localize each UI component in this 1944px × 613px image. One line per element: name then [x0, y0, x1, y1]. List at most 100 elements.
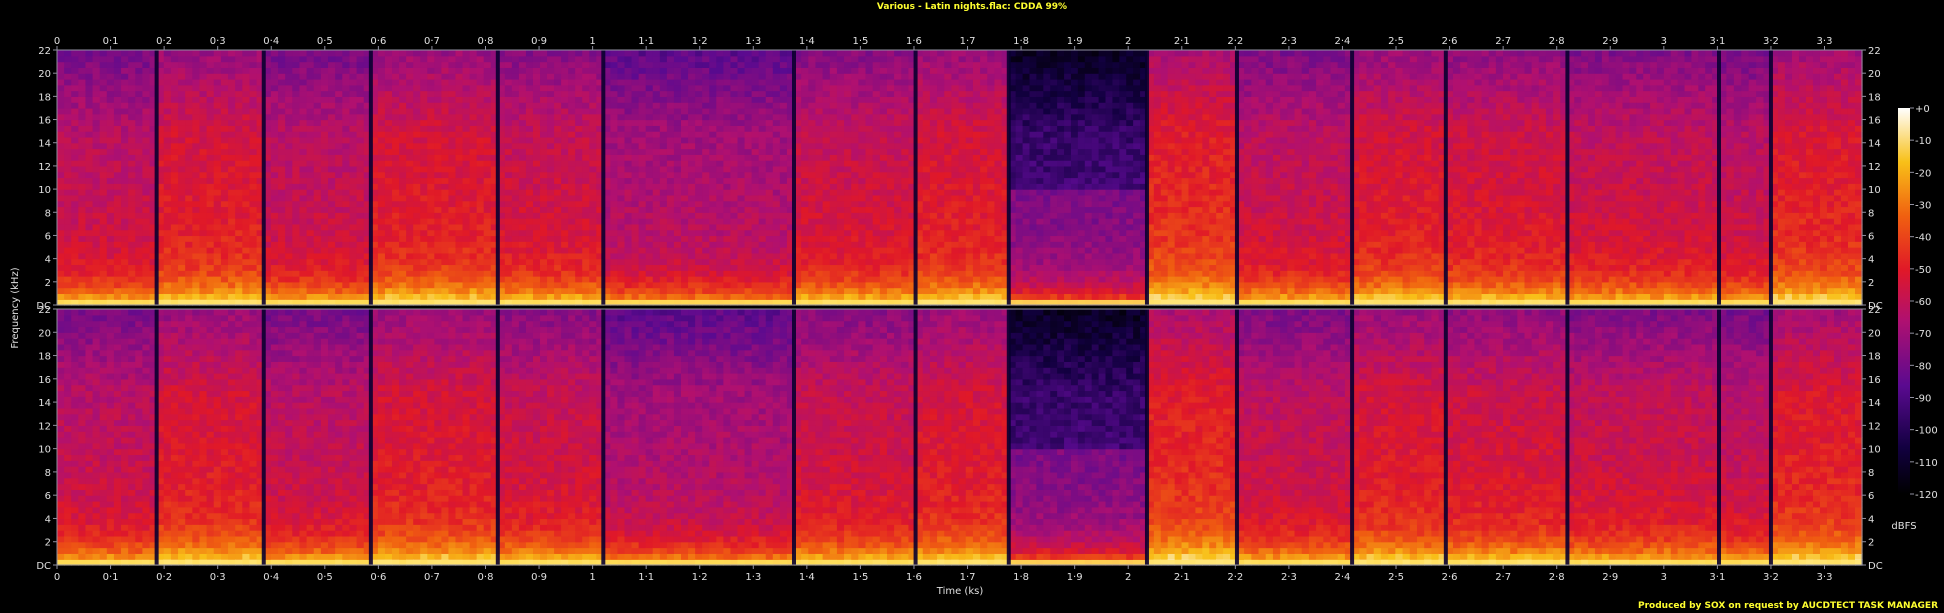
- spectrogram-cell: [149, 218, 158, 225]
- spectrogram-cell: [406, 78, 414, 86]
- spectrogram-cell: [758, 131, 767, 138]
- spectrogram-cell: [363, 252, 372, 260]
- spectrogram-cell: [441, 189, 450, 196]
- spectrogram-cell: [617, 206, 626, 213]
- spectrogram-cell: [681, 276, 689, 283]
- spectrogram-cell: [702, 212, 710, 219]
- spectrogram-cell: [392, 177, 400, 184]
- spectrogram-cell: [695, 102, 703, 109]
- spectrogram-cell: [469, 183, 478, 190]
- spectrogram-cell: [113, 281, 122, 289]
- spectrogram-cell: [178, 241, 186, 248]
- spectrogram-cell: [617, 119, 626, 126]
- spectrogram-cell: [603, 154, 611, 161]
- spectrogram-cell: [448, 125, 457, 132]
- spectrogram-cell: [263, 229, 272, 237]
- spectrogram-cell: [213, 136, 222, 144]
- spectrogram-cell: [836, 200, 845, 208]
- spectrogram-cell: [299, 212, 308, 219]
- spectrogram-cell: [292, 96, 301, 103]
- spectrogram-cell: [170, 258, 179, 266]
- spectrogram-cell: [185, 154, 193, 161]
- spectrogram-cell: [342, 212, 351, 219]
- spectrogram-cell: [851, 142, 859, 150]
- spectrogram-cell: [92, 270, 101, 277]
- spectrogram-cell: [851, 67, 859, 74]
- spectrogram-cell: [666, 183, 675, 190]
- spectrogram-cell: [121, 67, 129, 74]
- spectrogram-cell: [504, 194, 513, 202]
- spectrogram-cell: [413, 142, 421, 150]
- spectrogram-cell: [299, 142, 308, 150]
- spectrogram-cell: [716, 206, 724, 213]
- spectrogram-cell: [561, 194, 569, 202]
- spectrogram-cell: [285, 247, 293, 254]
- spectrogram-cell: [306, 183, 315, 190]
- spectrogram-cell: [469, 270, 478, 277]
- spectrogram-cell: [673, 241, 682, 248]
- spectrogram-cell: [695, 241, 703, 248]
- spectrogram-cell: [575, 281, 583, 289]
- spectrogram-cell: [645, 258, 654, 266]
- spectrogram-cell: [709, 160, 717, 167]
- spectrogram-cell: [511, 142, 520, 150]
- spectrogram-cell: [92, 281, 101, 289]
- spectrogram-cell: [476, 194, 485, 202]
- spectrogram-cell: [730, 212, 739, 219]
- spectrogram-cell: [392, 125, 400, 132]
- spectrogram-cell: [603, 229, 611, 237]
- spectrogram-cell: [858, 177, 867, 184]
- spectrogram-cell: [434, 107, 442, 115]
- spectrogram-cell: [709, 293, 717, 300]
- spectrogram-cell: [57, 177, 65, 184]
- spectrogram-cell: [624, 194, 633, 202]
- spectrogram-cell: [476, 223, 485, 231]
- spectrogram-cell: [645, 264, 654, 271]
- spectrogram-cell: [779, 148, 788, 155]
- spectrogram-cell: [744, 258, 753, 266]
- spectrogram-cell: [844, 148, 852, 155]
- spectrogram-cell: [178, 276, 186, 283]
- spectrogram-cell: [292, 264, 301, 271]
- spectrogram-cell: [801, 136, 809, 144]
- spectrogram-cell: [185, 194, 193, 202]
- spectrogram-cell: [497, 194, 506, 202]
- spectrogram-cell: [242, 136, 251, 144]
- spectrogram-cell: [462, 287, 471, 295]
- spectrogram-cell: [199, 281, 208, 289]
- spectrogram-cell: [434, 136, 442, 144]
- spectrogram-cell: [363, 281, 372, 289]
- spectrogram-cell: [822, 125, 831, 132]
- spectrogram-cell: [278, 90, 286, 97]
- spectrogram-cell: [751, 165, 760, 173]
- spectrogram-cell: [638, 212, 647, 219]
- spectrogram-cell: [356, 131, 365, 138]
- spectrogram-cell: [270, 119, 279, 126]
- spectrogram-cell: [540, 177, 548, 184]
- spectrogram-cell: [178, 154, 186, 161]
- spectrogram-cell: [420, 212, 428, 219]
- spectrogram-cell: [178, 293, 186, 300]
- spectrogram-cell: [525, 206, 534, 213]
- spectrogram-cell: [206, 258, 215, 266]
- spectrogram-cell: [142, 84, 151, 92]
- spectrogram-cell: [85, 229, 94, 237]
- spectrogram-cell: [844, 183, 852, 190]
- spectrogram-cell: [673, 270, 682, 277]
- spectrogram-cell: [610, 183, 619, 190]
- spectrogram-cell: [149, 212, 158, 219]
- spectrogram-cell: [313, 270, 322, 277]
- spectrogram-cell: [363, 142, 372, 150]
- spectrogram-cell: [702, 218, 710, 225]
- spectrogram-cell: [836, 67, 845, 74]
- spectrogram-cell: [399, 264, 407, 271]
- spectrogram-cell: [213, 241, 222, 248]
- spectrogram-cell: [342, 189, 351, 196]
- spectrogram-cell: [610, 276, 619, 283]
- spectrogram-cell: [441, 293, 450, 300]
- spectrogram-cell: [420, 293, 428, 300]
- spectrogram-cell: [249, 200, 258, 208]
- spectrogram-cell: [645, 200, 654, 208]
- spectrogram-cell: [335, 247, 343, 254]
- spectrogram-cell: [228, 241, 236, 248]
